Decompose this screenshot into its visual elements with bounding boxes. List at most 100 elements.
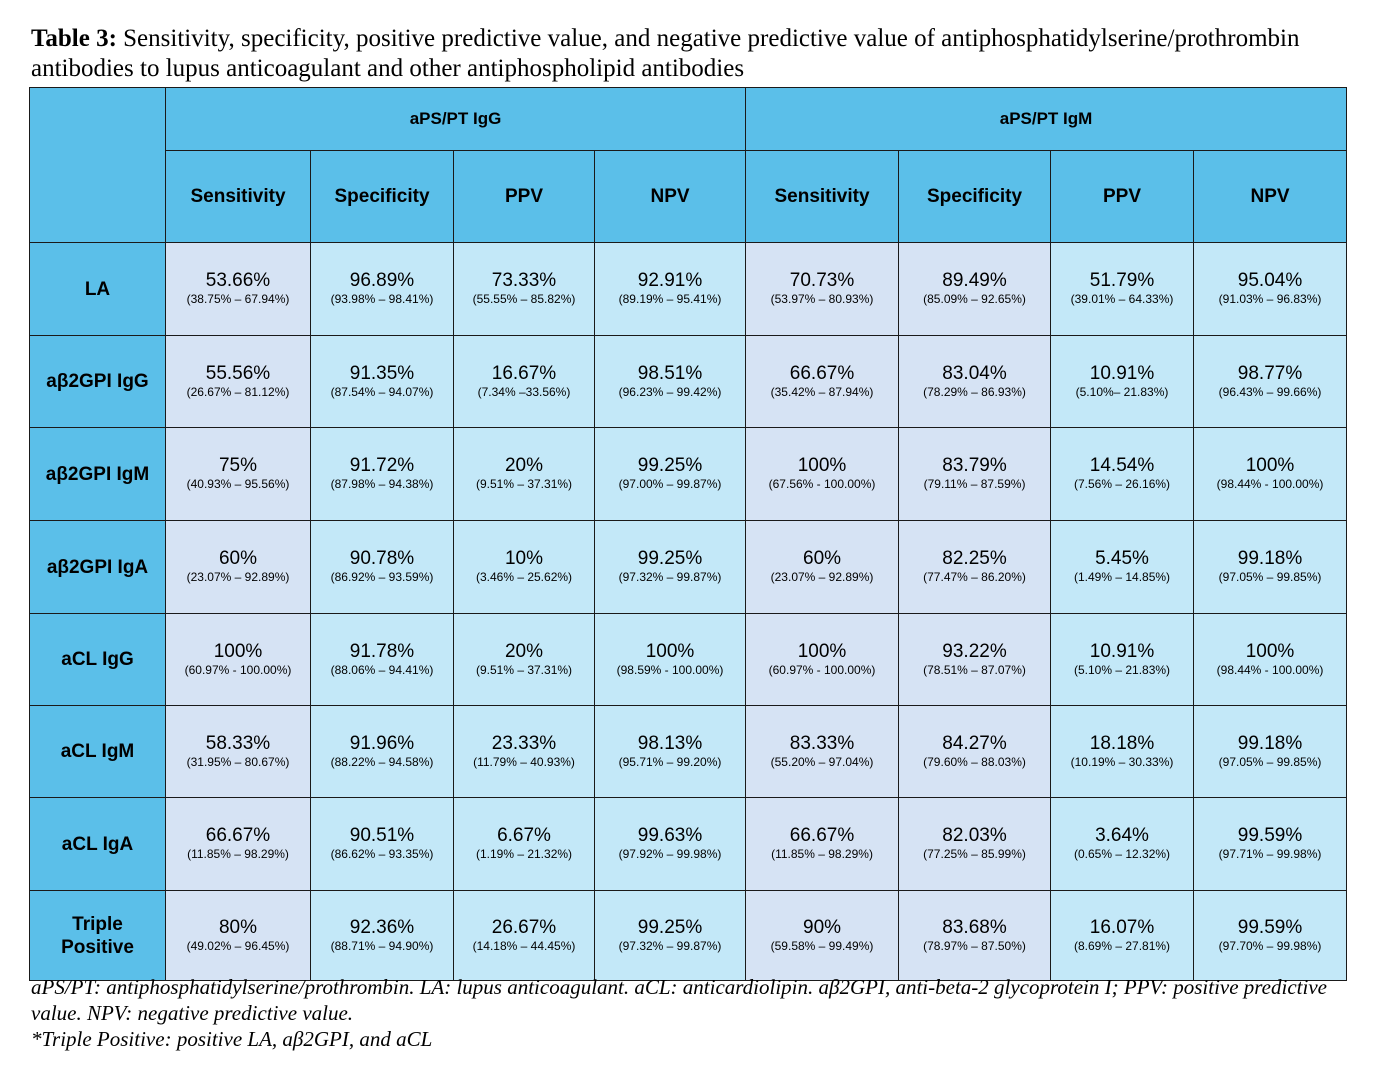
cell-value: 99.25% [637,455,703,476]
table-cell: 18.18% (10.19% – 30.33%) [1050,705,1195,798]
cell-confidence-interval: (60.97% - 100.00%) [184,662,292,677]
cell-value: 92.36% [349,916,415,938]
cell-confidence-interval: (89.19% – 95.41%) [618,292,722,306]
table-caption-text: Sensitivity, specificity, positive predi… [31,25,1300,82]
table-cell: 66.67% (11.85% – 98.29%) [745,797,900,891]
cell-confidence-interval: (11.79% – 40.93%) [473,754,575,769]
cell-value: 3.64% [1095,825,1149,846]
table-cell: 83.33% (55.20% – 97.04%) [745,705,900,798]
cell-value: 20% [504,640,544,662]
cell-confidence-interval: (3.46% – 25.62%) [475,570,573,584]
table-cell: 55.56% (26.67% – 81.12%) [165,335,311,428]
cell-value: 98.77% [1237,362,1303,384]
table-cell: 92.91% (89.19% – 95.41%) [593,242,747,336]
table-cell: 100% (60.97% - 100.00%) [745,613,900,706]
table-cell: 99.18% (97.05% – 99.85%) [1193,705,1348,798]
cell-confidence-interval: (40.93% – 95.56%) [186,477,290,491]
cell-value: 23.33% [491,732,557,754]
cell-value: 100% [797,455,847,476]
table-cell: 73.33% (55.55% – 85.82%) [453,242,595,336]
table-cell: 5.45% (1.49% – 14.85%) [1050,520,1195,614]
cell-value: 10.91% [1089,640,1155,662]
table-cell: 26.67% (14.18% – 44.45%) [453,890,595,981]
cell-confidence-interval: (97.05% – 99.85%) [1218,570,1322,584]
cell-value: 99.59% [1237,825,1303,846]
cell-value: 66.67% [789,362,855,384]
cell-value: 73.33% [491,270,557,291]
table-cell: 99.63% (97.92% – 99.98%) [593,797,747,891]
column-header: Specificity [310,150,454,243]
cell-value: 83.68% [942,916,1007,938]
cell-confidence-interval: (23.07% – 92.89%) [186,570,290,584]
cell-confidence-interval: (78.51% – 87.07%) [923,662,1026,677]
cell-confidence-interval: (55.55% – 85.82%) [472,292,576,306]
cell-confidence-interval: (0.65% – 12.32%) [1073,847,1171,861]
cell-value: 60% [218,548,258,569]
cell-value: 82.25% [942,548,1007,569]
table-cell: 93.22% (78.51% – 87.07%) [898,613,1052,706]
cell-confidence-interval: (86.92% – 93.59%) [330,570,434,584]
table-cell: 98.51% (96.23% – 99.42%) [593,335,747,428]
column-header: Sensitivity [745,150,900,243]
cell-value: 83.04% [942,362,1007,384]
cell-value: 14.54% [1089,455,1155,476]
table-cell: 3.64% (0.65% – 12.32%) [1050,797,1195,891]
cell-confidence-interval: (39.01% – 64.33%) [1070,292,1174,306]
table-cell: 100% (98.44% - 100.00%) [1193,613,1348,706]
cell-value: 83.33% [789,732,855,754]
table-cell: 99.59% (97.70% – 99.98%) [1193,890,1348,981]
row-header: aβ2GPI IgG [29,335,166,428]
table-row: aβ2GPI IgA 60% (23.07% – 92.89%) 90.78% (86.… [29,520,1348,614]
cell-confidence-interval: (49.02% – 96.45%) [186,938,290,953]
cell-value: 100% [797,640,847,662]
cell-confidence-interval: (35.42% – 87.94%) [770,384,874,399]
table-cell: 20% (9.51% – 37.31%) [453,427,595,521]
table-cell: 84.27% (79.60% – 88.03%) [898,705,1052,798]
table-row: aβ2GPI IgG 55.56% (26.67% – 81.12%) 91.35%(… [29,335,1348,428]
table-row: aCL IgG 100% (60.97% - 100.00%) 91.78% (88.0… [29,613,1348,706]
cell-value: 90.51% [349,825,415,846]
cell-value: 100% [1245,455,1295,476]
cell-value: 5.45% [1095,548,1149,569]
column-header: NPV [1193,150,1348,243]
cell-value: 20% [504,455,544,476]
row-header: aβ2GPI IgM [29,427,166,521]
cell-confidence-interval: (38.75% – 67.94%) [186,292,290,306]
cell-confidence-interval: (26.67% – 81.12%) [186,384,290,399]
table-row: LA 53.66% (38.75% – 67.94%) 96.89% (93.98% –… [29,242,1348,336]
row-header: aβ2GPI IgA [29,520,166,614]
cell-confidence-interval: (7.34% –33.56%) [477,384,571,399]
table-cell: 99.59% (97.71% – 99.98%) [1193,797,1348,891]
table-cell: 99.25% (97.32% – 99.87%) [593,520,747,614]
cell-confidence-interval: (97.05% – 99.85%) [1218,754,1322,769]
table-row: aβ2GPI IgM 75% (40.93% – 95.56%) 91.72% (87.… [29,427,1348,521]
cell-confidence-interval: (77.47% – 86.20%) [923,570,1026,584]
table-cell: 10% (3.46% – 25.62%) [453,520,595,614]
cell-value: 99.18% [1237,548,1303,569]
cell-confidence-interval: (31.95% – 80.67%) [186,754,290,769]
column-header: NPV [593,150,747,243]
table-cell: 90.78% (86.92% – 93.59%) [310,520,454,614]
cell-confidence-interval: (97.71% – 99.98%) [1218,847,1322,861]
table-cell: 99.25% (97.00% – 99.87%) [593,427,747,521]
cell-confidence-interval: (86.62% – 93.35%) [330,847,434,861]
cell-confidence-interval: (97.00% – 99.87%) [618,477,722,491]
cell-value: 91.78% [349,640,415,662]
row-header: aCL IgM [29,705,166,798]
cell-value: 98.13% [637,732,703,754]
row-header: Triple Positive [29,890,166,981]
table-cell: 23.33% (11.79% – 40.93%) [453,705,595,798]
group-header-igg: aPS/PT IgG [164,87,747,151]
column-header: Specificity [898,150,1052,243]
cell-confidence-interval: (97.32% – 99.87%) [618,570,722,584]
row-header: aCL IgG [29,613,166,706]
cell-confidence-interval: (23.07% – 92.89%) [770,570,874,584]
cell-confidence-interval: (9.51% – 37.31%) [475,662,573,677]
table-cell: 14.54% (7.56% – 26.16%) [1050,427,1195,521]
table-cell: 99.25% (97.32% – 99.87%) [593,890,747,981]
cell-confidence-interval: (5.10%– 21.83%) [1075,384,1169,399]
cell-value: 60% [803,548,842,569]
cell-confidence-interval: (98.59% - 100.00%) [616,662,724,677]
table-cell: 83.04% (78.29% – 86.93%) [898,335,1052,428]
cell-confidence-interval: (88.06% – 94.41%) [330,662,434,677]
